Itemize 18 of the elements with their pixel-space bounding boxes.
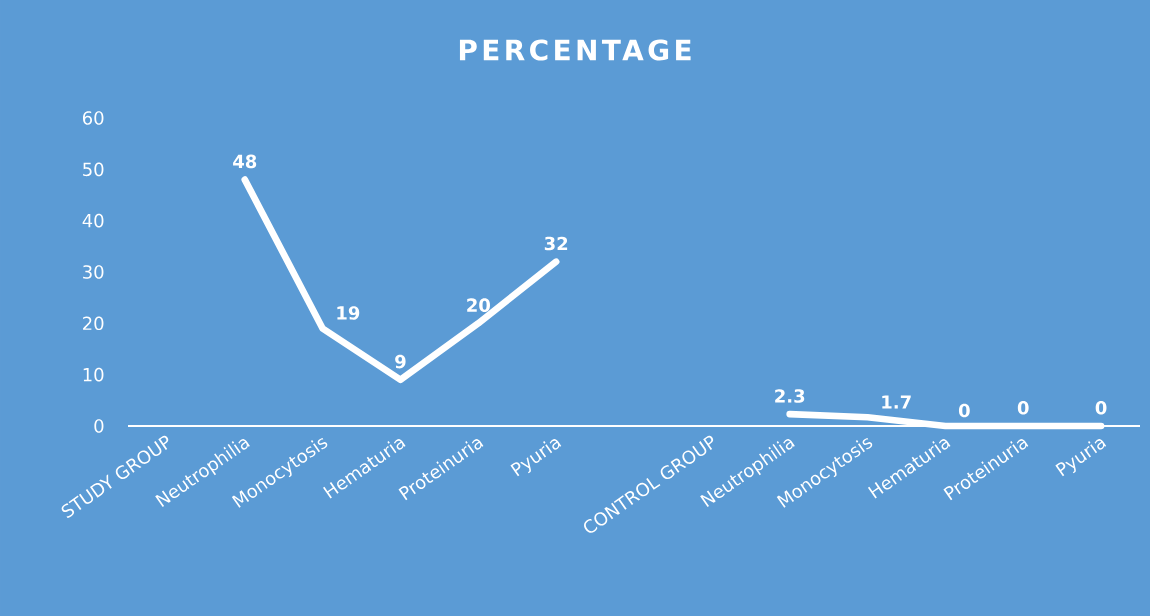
data-label: 2.3 (775, 389, 805, 403)
data-label: 1.7 (882, 395, 911, 409)
y-tick-label: 60 (82, 111, 104, 125)
data-label: 0 (958, 403, 970, 418)
chart-title: PERCENTAGE (459, 39, 691, 61)
data-label: 20 (467, 298, 490, 312)
data-label: 9 (395, 354, 406, 369)
data-label: 32 (544, 236, 568, 251)
y-tick-label: 30 (83, 265, 104, 279)
data-label: 0 (1017, 400, 1029, 415)
data-label: 19 (337, 306, 360, 320)
data-label: 0 (1095, 400, 1107, 415)
y-tick-label: 0 (94, 419, 104, 433)
y-tick-label: 10 (83, 367, 104, 382)
y-tick-label: 20 (83, 316, 104, 331)
y-tick-label: 50 (83, 162, 104, 177)
data-label: 48 (233, 154, 257, 169)
y-tick-label: 40 (82, 213, 104, 228)
